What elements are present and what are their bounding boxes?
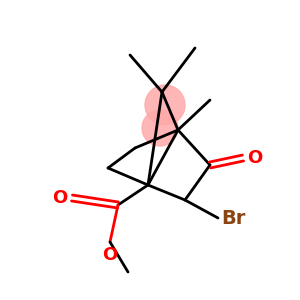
Text: Br: Br (221, 208, 245, 227)
Circle shape (145, 85, 185, 125)
Text: O: O (102, 246, 118, 264)
Text: O: O (52, 189, 67, 207)
Circle shape (142, 110, 178, 146)
Text: O: O (247, 149, 262, 167)
